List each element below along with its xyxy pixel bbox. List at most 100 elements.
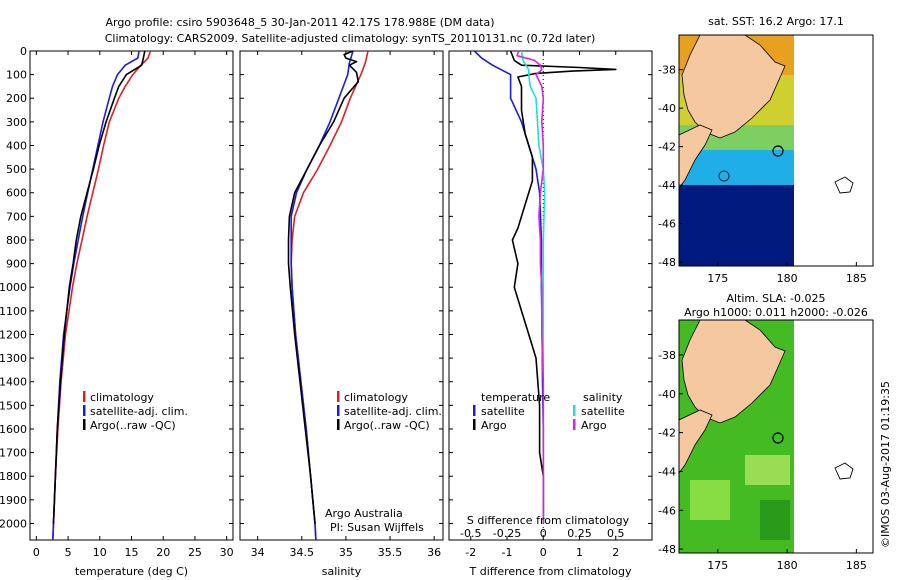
sal-x-tick-label: 36 [427,546,441,559]
sla-lat-label: -38 [658,349,676,362]
temp-x-tick-label: 0 [33,546,40,559]
s-tick-label: -0.25 [493,527,521,540]
salinity-profile-chart: 34 34.5 35 35.5 36 salinity climatologysatelli… [239,50,444,578]
sst-land-north-island [681,35,786,139]
sst-lon-label: 185 [846,272,867,285]
sal-series-argo-raw-qc- [287,50,360,524]
sst-lat-label: -48 [658,256,676,269]
temp-legend-label: Argo(..raw -QC) [90,419,176,432]
depth-tick-label: 2000 [0,517,27,530]
diff-x-tick-label: -2 [465,546,476,559]
sal-plot-frame [239,50,444,541]
sst-cold-band [679,185,794,266]
temp-x-tick-label: 15 [125,546,139,559]
sla-lat-label: -46 [658,504,676,517]
temp-x-tick-label: 10 [93,546,107,559]
sal-x-tick-label: 34 [251,546,265,559]
temp-x-tick-label: 5 [65,546,72,559]
diff-x-tick-label: -1 [502,546,513,559]
temp-plot-frame [29,50,234,541]
s-tick-label: 0.5 [607,527,625,540]
temp-x-tick-label: 20 [156,546,170,559]
sla-lat-label: -40 [658,388,676,401]
diff-plot-frame [448,50,653,541]
s-tick-label: -0.5 [460,527,481,540]
sla-dark-patch [760,500,790,540]
legend-temperature-title: temperature [481,391,550,404]
legend-salinity-title: salinity [583,391,623,404]
legend-temp-label: satellite [481,405,525,418]
sal-x-tick-label: 34.5 [290,546,315,559]
temp-legend-swatch [83,391,86,402]
sst-lat-label: -38 [658,64,676,77]
depth-tick-label: 700 [6,210,27,223]
depth-tick-label: 1200 [0,328,27,341]
header-title-line2: Climatology: CARS2009. Satellite-adjuste… [105,32,596,45]
sla-map-title-line1: Altim. SLA: -0.025 [726,292,825,305]
sst-land-chatham [834,176,854,194]
temp-x-tick-label: 30 [220,546,234,559]
depth-tick-label: 1000 [0,281,27,294]
sla-lon-label: 175 [707,559,728,572]
sst-lat-label: -40 [658,102,676,115]
temp-x-tick-label: 25 [188,546,202,559]
sla-lat-label: -44 [658,465,676,478]
sal-x-tick-label: 35.5 [378,546,403,559]
sst-small-contour [718,170,730,182]
depth-tick-label: 100 [6,69,27,82]
depth-tick-label: 800 [6,234,27,247]
sla-light-patch-2 [745,455,790,485]
temp-x-axis-label: temperature (deg C) [75,565,188,578]
depth-tick-label: 900 [6,258,27,271]
depth-tick-label: 400 [6,139,27,152]
sla-lon-label: 180 [777,559,798,572]
depth-tick-label: 0 [20,45,27,58]
s-tick-label: 0 [540,527,547,540]
sst-map-border [678,34,874,267]
legend-temp-swatch [473,419,476,430]
sst-argo-marker [772,145,784,157]
sal-legend-swatch [337,419,340,430]
legend-sal-label: satellite [581,405,625,418]
diff-series-argo-salinity [516,50,545,524]
sst-map-title: sat. SST: 16.2 Argo: 17.1 [708,15,844,28]
sla-land-north-island [681,320,786,424]
sal-legend-label: satellite-adj. clim. [344,405,442,418]
temp-legend-swatch [83,419,86,430]
sst-lon-label: 175 [707,272,728,285]
depth-tick-label: 500 [6,163,27,176]
temp-legend-label: climatology [90,391,154,404]
sla-lon-label: 185 [846,559,867,572]
temp-legend-label: satellite-adj. clim. [90,405,188,418]
legend-temp-swatch [473,405,476,416]
depth-tick-label: 1500 [0,399,27,412]
s-tick-label: 0.25 [567,527,592,540]
depth-tick-label: 1700 [0,447,27,460]
sla-argo-marker [772,432,784,444]
temperature-profile-chart: 0100200300400500600700800900100011001200… [0,45,234,578]
legend-temp-label: Argo [481,419,507,432]
depth-tick-label: 1400 [0,376,27,389]
temp-legend-swatch [83,405,86,416]
diff-x-tick-label: 1 [576,546,583,559]
depth-tick-label: 1900 [0,494,27,507]
pi-label: PI: Susan Wijffels [330,521,424,534]
sst-lat-label: -42 [658,141,676,154]
sal-legend-swatch [337,391,340,402]
legend-sal-swatch [573,405,576,416]
sst-map: sat. SST: 16.2 Argo: 17.1 175 180 185 -38 -4… [658,15,874,285]
sst-land-south-island [679,124,713,189]
sla-lat-label: -42 [658,427,676,440]
diff-x-tick-label: 0 [540,546,547,559]
sal-legend-label: Argo(..raw -QC) [344,419,430,432]
depth-tick-label: 200 [6,92,27,105]
legend-sal-swatch [573,419,576,430]
sla-map-title-line2: Argo h1000: 0.011 h2000: -0.026 [684,306,868,319]
depth-tick-label: 600 [6,187,27,200]
depth-tick-label: 1800 [0,470,27,483]
sal-legend-label: climatology [344,391,408,404]
depth-tick-label: 1300 [0,352,27,365]
depth-tick-label: 1100 [0,305,27,318]
diff-x-axis-label: T difference from climatology [469,565,632,578]
